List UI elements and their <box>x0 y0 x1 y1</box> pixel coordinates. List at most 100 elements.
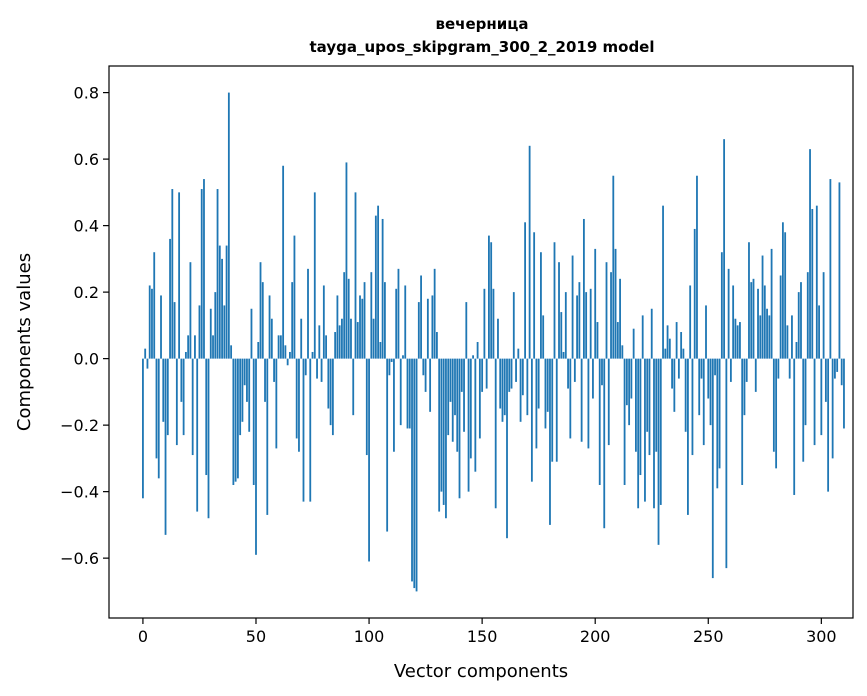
bar-196 <box>585 292 588 359</box>
bar-61 <box>279 335 282 359</box>
bar-266 <box>743 358 746 416</box>
bar-131 <box>438 358 441 512</box>
bar-161 <box>506 358 508 539</box>
bar-141 <box>460 358 463 392</box>
bar-23 <box>194 335 196 359</box>
bar-87 <box>338 325 341 359</box>
bar-97 <box>361 298 364 359</box>
bar-281 <box>777 358 780 379</box>
bar-223 <box>646 358 649 432</box>
y-tick-label-0: −0.6 <box>60 549 99 568</box>
bar-243 <box>691 358 694 456</box>
bar-287 <box>791 315 793 359</box>
bar-44 <box>241 358 244 422</box>
bar-273 <box>759 315 762 359</box>
bar-282 <box>779 275 782 359</box>
bar-249 <box>705 305 707 359</box>
bar-240 <box>684 358 687 432</box>
bar-19 <box>184 351 187 359</box>
bar-278 <box>770 248 773 359</box>
bar-10 <box>164 358 167 535</box>
bar-188 <box>567 358 569 389</box>
bar-308 <box>838 182 841 359</box>
bar-110 <box>390 358 393 362</box>
bar-225 <box>650 308 653 359</box>
bar-91 <box>347 278 350 359</box>
bar-299 <box>818 305 820 359</box>
bar-40 <box>232 358 235 485</box>
bar-288 <box>793 358 796 495</box>
bar-58 <box>273 358 275 382</box>
bar-1 <box>144 348 147 359</box>
bar-160 <box>503 358 506 416</box>
bar-79 <box>320 358 323 382</box>
bar-74 <box>309 358 312 502</box>
bar-18 <box>182 358 185 436</box>
bar-140 <box>458 358 461 499</box>
bar-248 <box>702 358 705 446</box>
bar-180 <box>549 358 551 525</box>
bar-193 <box>578 282 581 359</box>
bar-164 <box>512 292 515 359</box>
bar-185 <box>560 312 563 359</box>
bar-90 <box>345 162 348 359</box>
bar-117 <box>406 358 409 429</box>
y-axis-ticks: −0.6 −0.4 −0.2 0.0 0.2 0.4 0.6 0.8 <box>60 84 109 568</box>
bar-258 <box>725 358 728 569</box>
bar-230 <box>662 205 664 359</box>
bar-67 <box>293 235 296 359</box>
x-tick-label-6: 300 <box>806 627 837 646</box>
bar-118 <box>408 358 411 429</box>
bar-265 <box>741 358 744 485</box>
bar-221 <box>641 315 644 359</box>
bar-86 <box>336 295 339 359</box>
bar-62 <box>282 165 285 359</box>
bar-237 <box>677 358 680 379</box>
bar-178 <box>544 358 547 429</box>
bar-104 <box>377 205 380 359</box>
x-tick-label-4: 200 <box>580 627 611 646</box>
bar-132 <box>440 358 443 492</box>
bar-310 <box>843 358 845 429</box>
bar-219 <box>637 358 640 509</box>
bar-201 <box>596 322 599 359</box>
bar-49 <box>252 358 255 485</box>
bar-15 <box>175 358 178 446</box>
bar-158 <box>499 358 502 409</box>
bar-36 <box>223 305 226 359</box>
bar-166 <box>517 348 520 359</box>
bar-197 <box>587 358 590 449</box>
bar-75 <box>311 351 314 359</box>
x-tick-label-1: 50 <box>246 627 266 646</box>
bar-120 <box>413 358 416 589</box>
bar-48 <box>250 308 253 359</box>
bar-239 <box>682 348 685 359</box>
bar-217 <box>632 328 635 359</box>
bar-119 <box>411 358 413 582</box>
bar-12 <box>169 238 171 359</box>
bar-279 <box>772 358 775 452</box>
bar-190 <box>571 255 574 359</box>
bar-147 <box>474 358 477 472</box>
bar-289 <box>795 342 798 359</box>
bar-126 <box>426 298 429 359</box>
bar-177 <box>542 315 545 359</box>
bar-224 <box>648 358 651 456</box>
bar-264 <box>739 322 741 359</box>
bar-123 <box>420 275 422 359</box>
bar-22 <box>191 358 194 456</box>
x-tick-label-2: 100 <box>354 627 385 646</box>
bar-155 <box>492 288 495 359</box>
bar-214 <box>625 358 628 406</box>
bar-259 <box>727 268 730 359</box>
bar-32 <box>214 292 217 359</box>
bar-96 <box>359 295 361 359</box>
bar-50 <box>255 358 257 555</box>
bar-173 <box>533 232 536 359</box>
bar-31 <box>212 335 214 359</box>
bar-186 <box>562 351 565 359</box>
bar-83 <box>329 358 332 426</box>
y-tick-label-5: 0.4 <box>74 217 99 236</box>
bar-297 <box>813 358 816 446</box>
bar-25 <box>198 305 201 359</box>
